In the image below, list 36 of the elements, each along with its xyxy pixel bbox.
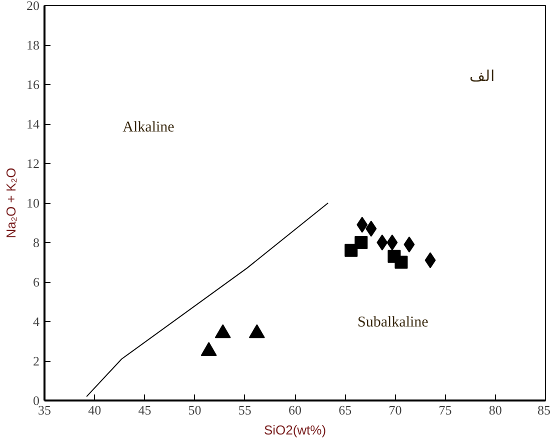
x-tick-label: 85 [538,402,550,418]
y-tick-label: 18 [26,38,40,52]
y-tick-label: 16 [26,77,40,92]
point [354,236,368,249]
x-axis-title: SiO2(wt%) [264,422,326,438]
y-tick-label: 12 [26,156,40,171]
y-tick-label: 8 [33,235,40,250]
x-tick-label: 55 [238,402,252,418]
x-tick-label: 35 [38,402,51,418]
x-tick-label: 80 [488,402,502,418]
y-axis-title: Na₂O + K₂O [4,168,18,238]
y-tick-label: 2 [33,354,40,368]
y-tick-label: 14 [26,116,40,132]
x-tick-label: 50 [188,402,202,418]
x-tick-label: 45 [138,402,152,418]
point [344,244,358,257]
annotation: الف [470,68,495,85]
x-tick-label: 65 [338,402,352,418]
point [376,234,388,250]
point [394,256,408,269]
y-tick-label: 4 [33,314,40,329]
x-tick-label: 60 [288,402,302,418]
y-tick-label: 0 [33,393,40,408]
point [200,342,217,356]
x-tick-label: 40 [88,402,102,418]
x-tick-label: 70 [388,402,402,418]
point [214,324,231,338]
line-series [86,202,329,398]
y-tick-label: 20 [26,0,40,13]
annotation: Subalkaline [357,314,429,330]
point [386,234,398,250]
x-tick-label: 75 [438,402,452,418]
y-tick-label: 6 [33,274,40,290]
point [248,324,265,338]
annotation: Alkaline [122,120,175,136]
y-tick-label: 10 [26,196,40,210]
